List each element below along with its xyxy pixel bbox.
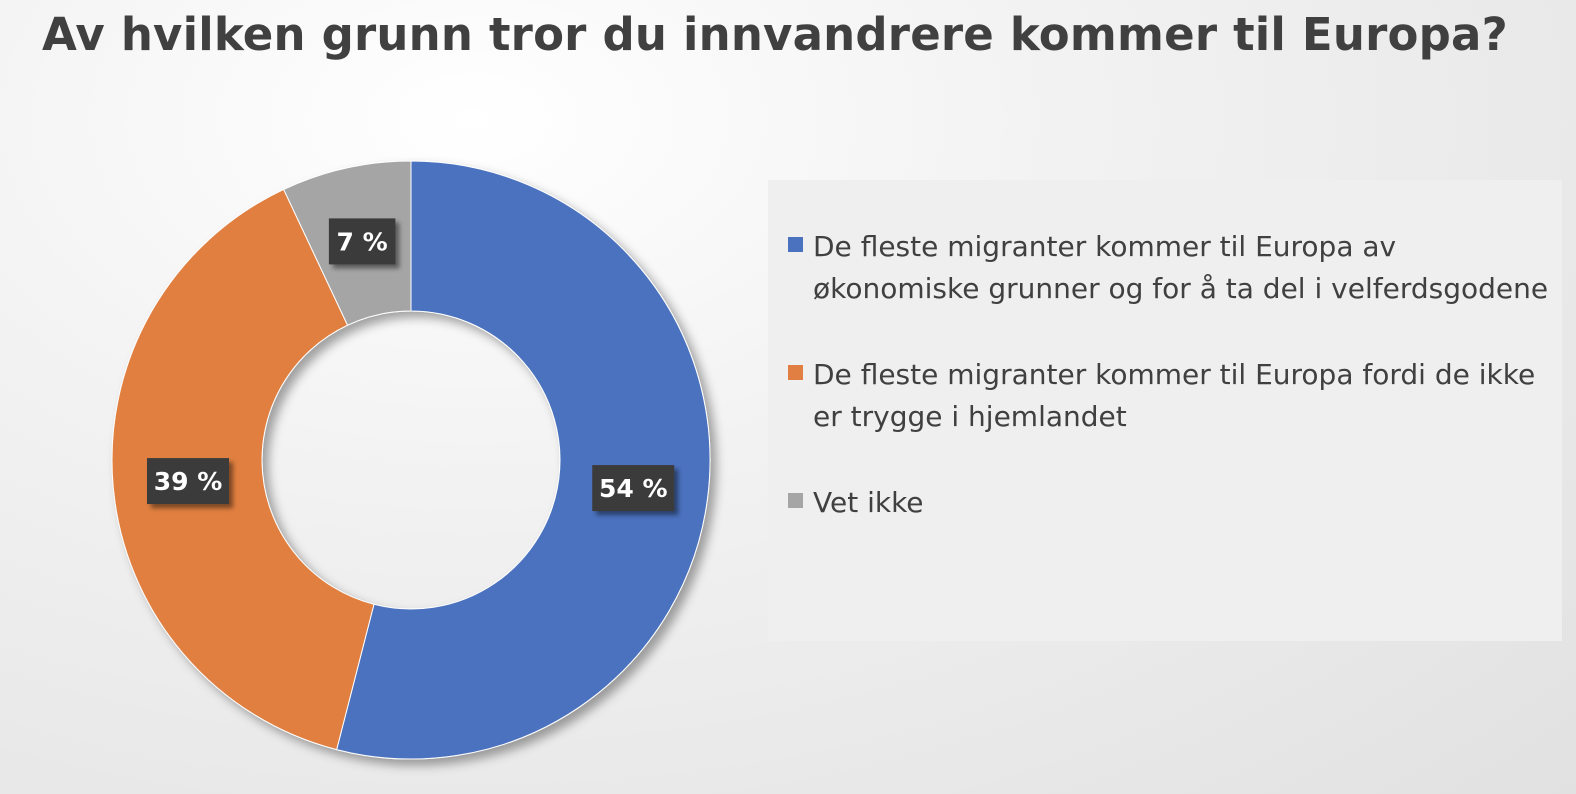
data-label-text-economic: 54 %	[599, 474, 668, 503]
legend-label-economic: De fleste migranter kommer til Europa av…	[813, 230, 1549, 305]
legend: De fleste migranter kommer til Europa av…	[768, 180, 1562, 641]
donut-chart: 54 % 39 % 7 %	[111, 160, 711, 760]
legend-item-economic: De fleste migranter kommer til Europa av…	[788, 226, 1562, 310]
data-label-economic: 54 %	[592, 465, 675, 512]
data-label-box-economic	[592, 465, 675, 512]
legend-label-unknown: Vet ikke	[813, 486, 924, 519]
data-label-safety: 39 %	[146, 458, 229, 505]
data-label-box-unknown	[328, 218, 396, 265]
legend-label-safety: De fleste migranter kommer til Europa fo…	[813, 358, 1536, 433]
data-label-box-safety	[146, 458, 229, 505]
chart-title: Av hvilken grunn tror du innvandrere kom…	[42, 8, 1508, 61]
data-label-unknown: 7 %	[328, 218, 396, 265]
data-label-text-unknown: 7 %	[337, 227, 388, 256]
data-label-text-safety: 39 %	[154, 467, 223, 496]
legend-item-unknown: Vet ikke	[788, 482, 1562, 524]
legend-swatch-unknown	[788, 493, 803, 508]
legend-swatch-safety	[788, 365, 803, 380]
donut-slice-economic	[336, 160, 711, 760]
legend-item-safety: De fleste migranter kommer til Europa fo…	[788, 354, 1562, 438]
legend-swatch-economic	[788, 237, 803, 252]
donut-slice-safety	[111, 188, 375, 751]
